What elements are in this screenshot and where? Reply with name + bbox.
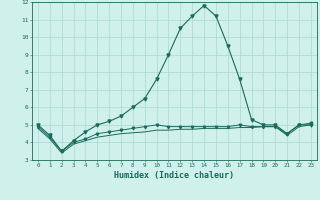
X-axis label: Humidex (Indice chaleur): Humidex (Indice chaleur) (115, 171, 234, 180)
